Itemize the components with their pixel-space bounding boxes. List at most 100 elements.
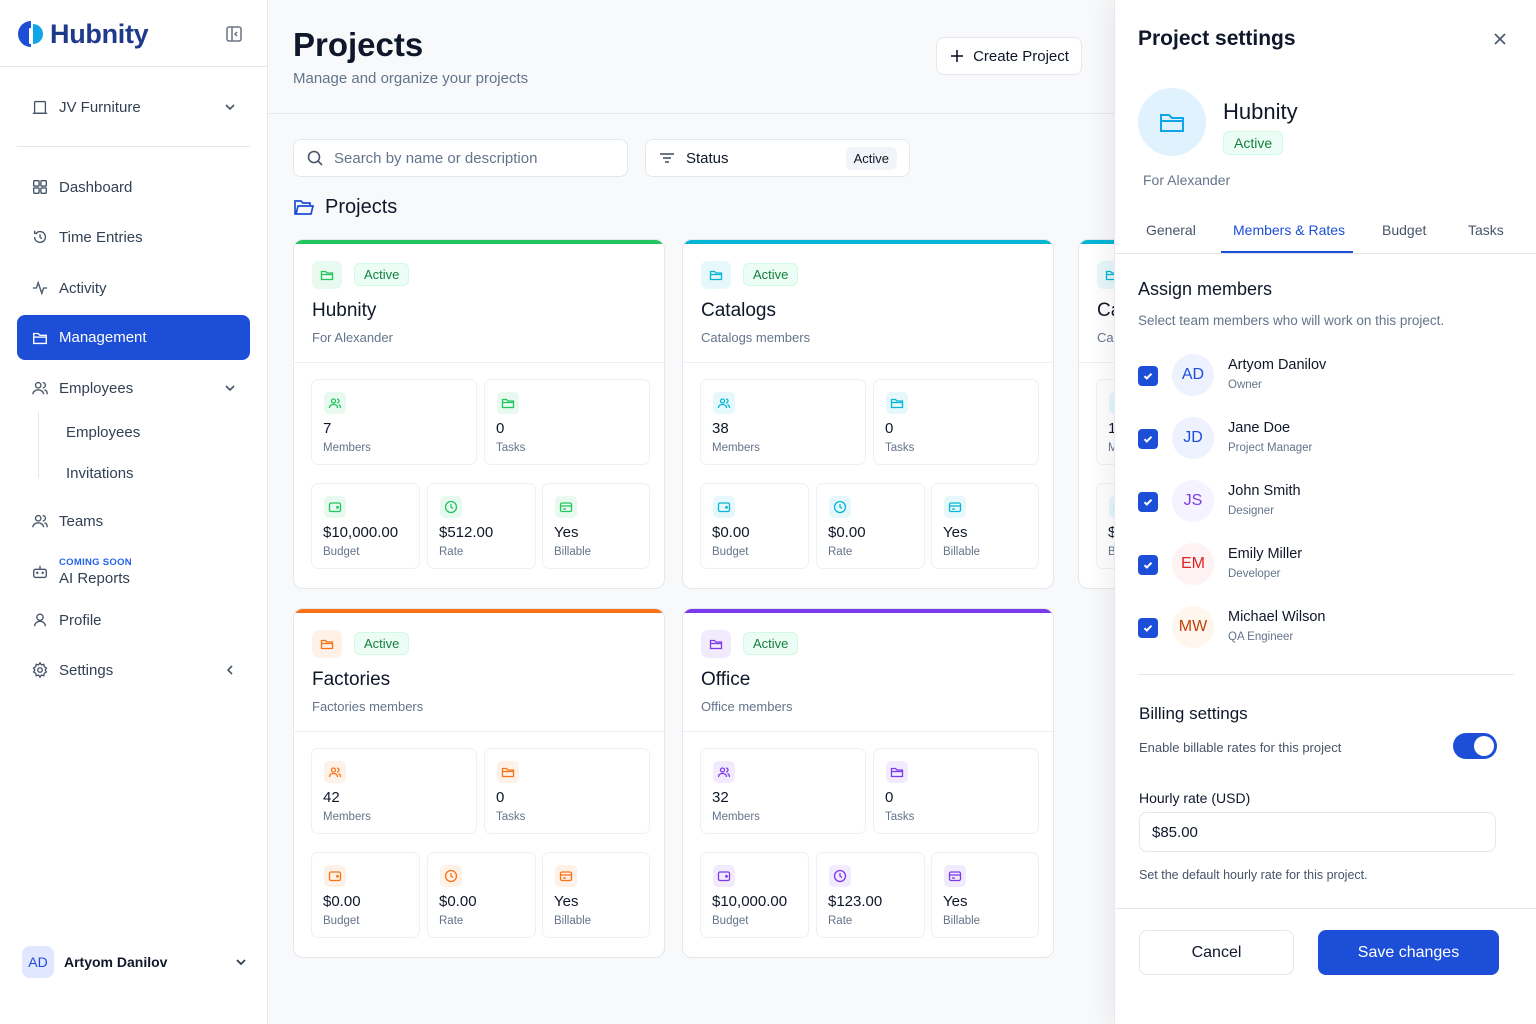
project-title: Office (701, 669, 751, 690)
sidebar-item-management[interactable]: Management (17, 315, 250, 360)
app-logo[interactable]: Hubnity (16, 16, 149, 52)
users-icon (1109, 392, 1114, 414)
billable-stat: Yes Billable (542, 483, 650, 569)
assign-members-title: Assign members (1138, 279, 1273, 299)
panel-divider (1138, 674, 1514, 675)
search-input[interactable] (334, 149, 604, 167)
coming-soon-badge: COMING SOON (59, 557, 132, 568)
project-card[interactable]: Active Ca Ca 1 M $ B (1078, 239, 1114, 589)
member-role: Developer (1228, 568, 1281, 580)
user-menu[interactable]: AD Artyom Danilov (17, 940, 257, 984)
sidebar-item-ai-reports[interactable]: COMING SOON AI Reports (17, 548, 250, 596)
folder-icon (312, 261, 342, 289)
active-tab-indicator (1221, 251, 1353, 253)
cancel-button[interactable]: Cancel (1139, 930, 1294, 975)
tab-members-rates[interactable]: Members & Rates (1233, 222, 1346, 238)
member-row[interactable]: EM Emily Miller Developer (1138, 541, 1518, 587)
sidebar-item-profile[interactable]: Profile (17, 598, 250, 642)
submenu-line (38, 412, 39, 478)
user-name: Artyom Danilov (64, 954, 168, 970)
status-filter-value: Active (845, 147, 897, 170)
wallet-icon (324, 865, 346, 887)
save-changes-button[interactable]: Save changes (1318, 930, 1499, 975)
project-card[interactable]: Active Catalogs Catalogs members 38 Memb… (682, 239, 1054, 589)
member-checkbox[interactable] (1138, 429, 1158, 449)
budget-stat: $ B (1096, 483, 1114, 569)
main-content: Projects Manage and organize your projec… (268, 0, 1114, 1024)
tasks-stat-value: 0 (885, 420, 894, 437)
workspace-selector[interactable]: JV Furniture (17, 85, 250, 129)
tasks-stat-label: Tasks (885, 442, 915, 454)
sidebar-subitem-employees[interactable]: Employees (66, 424, 141, 441)
panel-title: Project settings (1138, 27, 1296, 50)
card-divider (683, 731, 1053, 732)
create-project-button[interactable]: Create Project (936, 37, 1082, 75)
project-subtitle: For Alexander (312, 330, 393, 345)
folder-sm-icon (886, 761, 908, 783)
users-icon (324, 761, 346, 783)
avatar: JD (1172, 417, 1214, 459)
tab-budget[interactable]: Budget (1382, 222, 1427, 238)
sidebar-item-dashboard[interactable]: Dashboard (17, 165, 250, 209)
tab-general[interactable]: General (1146, 222, 1196, 238)
sidebar-item-employees[interactable]: Employees (17, 366, 250, 410)
member-name: Artyom Danilov (1228, 357, 1327, 373)
member-checkbox[interactable] (1138, 555, 1158, 575)
tab-tasks[interactable]: Tasks (1468, 222, 1504, 238)
billing-subtitle: Enable billable rates for this project (1139, 740, 1342, 755)
check-icon (1143, 562, 1153, 569)
check-icon (1143, 625, 1153, 632)
tasks-stat: 0 Tasks (484, 379, 650, 465)
sidebar-item-teams[interactable]: Teams (17, 499, 250, 543)
users-icon (32, 381, 48, 395)
billable-stat: Yes Billable (931, 852, 1039, 938)
member-checkbox[interactable] (1138, 366, 1158, 386)
card-accent-bar (294, 240, 664, 244)
hourly-rate-input[interactable] (1139, 812, 1496, 852)
project-card[interactable]: Active Factories Factories members 42 Me… (293, 608, 665, 958)
card-accent-bar (683, 240, 1053, 244)
users-icon (32, 514, 48, 528)
member-checkbox[interactable] (1138, 492, 1158, 512)
close-icon[interactable] (1491, 30, 1509, 48)
sidebar-item-settings[interactable]: Settings (17, 648, 250, 692)
tasks-stat-value: 0 (885, 789, 894, 806)
folder-open-icon (294, 199, 315, 215)
billable-stat-value: Yes (943, 524, 968, 541)
project-card[interactable]: Active Hubnity For Alexander 7 Members 0… (293, 239, 665, 589)
sidebar-subitem-invitations[interactable]: Invitations (66, 465, 134, 482)
budget-stat-label: Budget (323, 546, 360, 558)
card-icon (944, 865, 966, 887)
rate-stat: $0.00 Rate (427, 852, 536, 938)
header-divider (268, 113, 1114, 114)
budget-stat: $10,000.00 Budget (311, 483, 420, 569)
rate-stat-label: Rate (828, 915, 853, 927)
tasks-stat-value: 0 (496, 420, 505, 437)
check-icon (1143, 373, 1153, 380)
status-filter[interactable]: Status Active (645, 139, 910, 177)
members-stat-label: Members (323, 811, 371, 823)
hubnity-logo-icon (18, 21, 43, 47)
member-row[interactable]: JD Jane Doe Project Manager (1138, 415, 1518, 461)
member-row[interactable]: JS John Smith Designer (1138, 478, 1518, 524)
member-row[interactable]: MW Michael Wilson QA Engineer (1138, 604, 1518, 650)
billable-toggle[interactable] (1453, 733, 1497, 759)
sidebar-item-activity[interactable]: Activity (17, 266, 250, 310)
search-box[interactable] (293, 139, 628, 177)
check-icon (1143, 499, 1153, 506)
member-row[interactable]: AD Artyom Danilov Owner (1138, 352, 1518, 398)
sidebar-item-time-entries[interactable]: Time Entries (17, 215, 250, 259)
card-divider (294, 731, 664, 732)
project-title: Catalogs (701, 300, 776, 321)
budget-stat-label: Budget (323, 915, 360, 927)
budget-stat-label: Budget (712, 546, 749, 558)
member-checkbox[interactable] (1138, 618, 1158, 638)
avatar: EM (1172, 543, 1214, 585)
billable-stat-label: Billable (943, 546, 981, 558)
wallet-icon (713, 496, 735, 518)
rate-stat-value: $0.00 (439, 893, 477, 910)
collapse-sidebar-icon[interactable] (224, 24, 244, 44)
project-card[interactable]: Active Office Office members 32 Members … (682, 608, 1054, 958)
budget-stat-value: $0.00 (712, 524, 750, 541)
status-badge: Active (743, 632, 799, 655)
